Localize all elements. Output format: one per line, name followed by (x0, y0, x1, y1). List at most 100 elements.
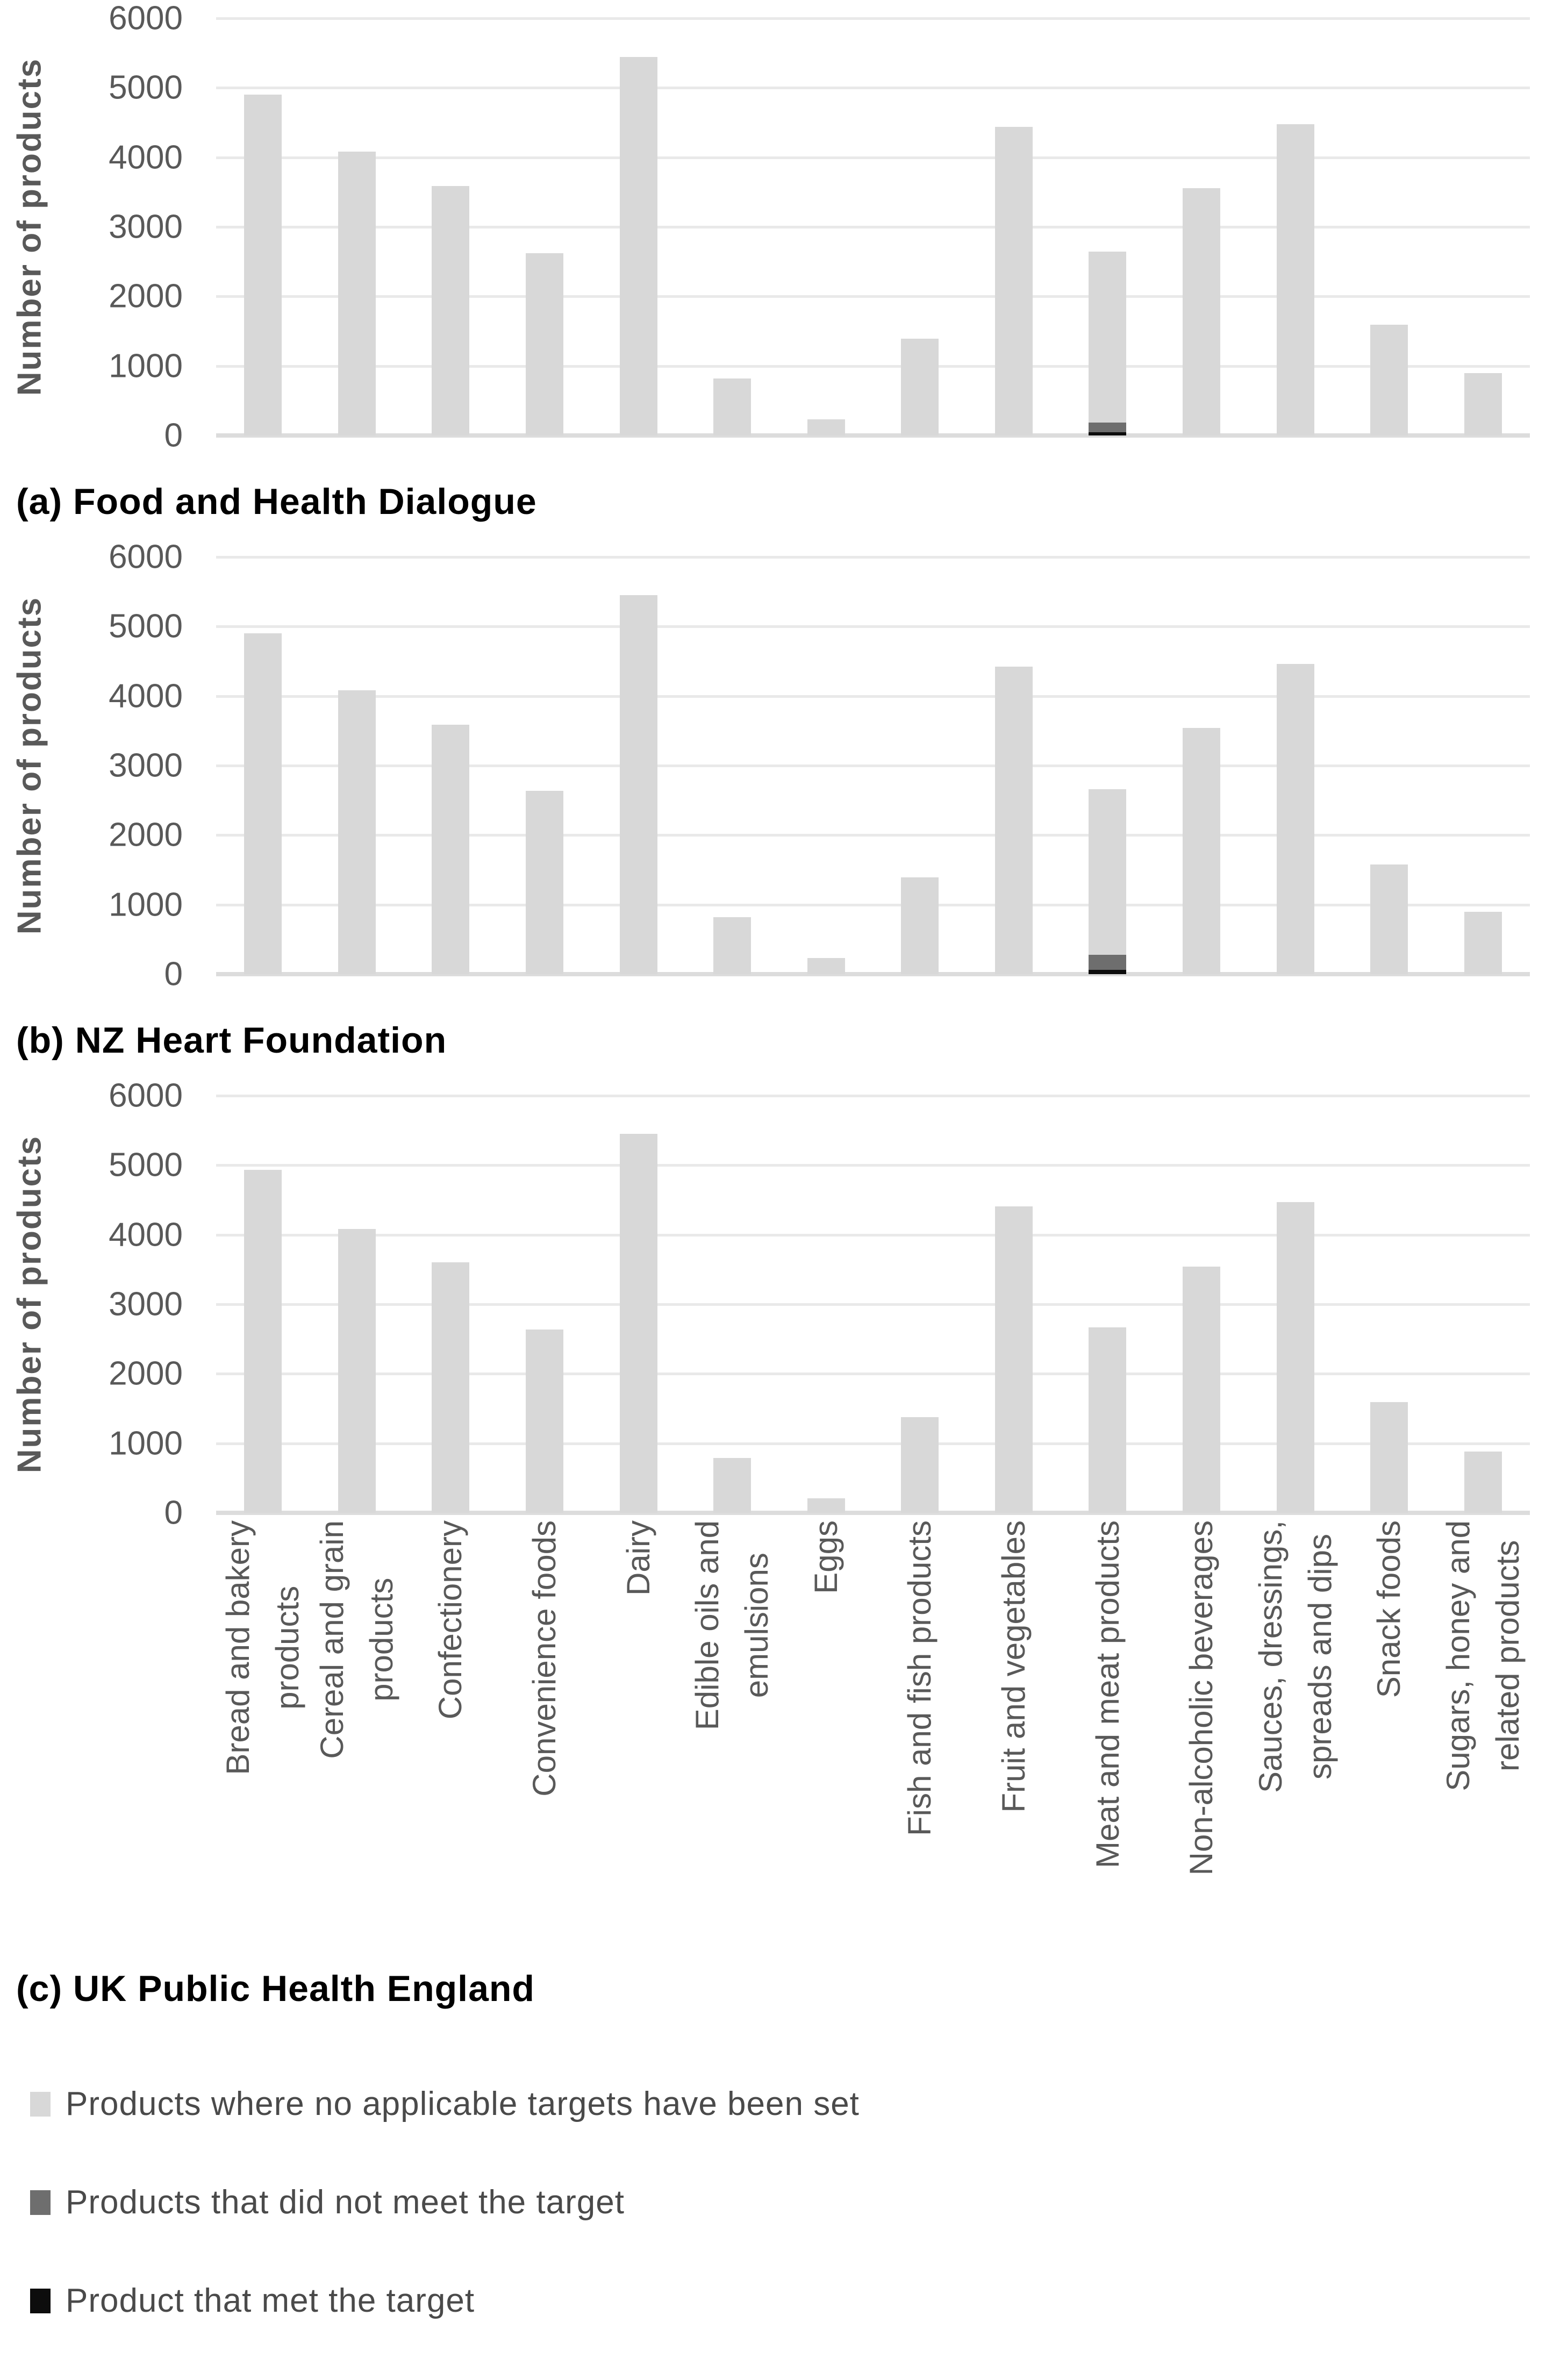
chart-c-y-tick-labels: 6000 5000 4000 3000 2000 1000 0 (59, 1077, 216, 1532)
bar-segment-no-target (1370, 1402, 1408, 1513)
y-tick-label-5000: 5000 (109, 1146, 183, 1184)
y-tick-label-5000: 5000 (109, 607, 183, 645)
bar-sugars-honey-and-related-products (1464, 1452, 1502, 1513)
x-label-sugars-honey-and-related-products: Sugars, honey and related products (1436, 1520, 1530, 1897)
bar-sauces-dressings-spreads-and-dips (1276, 664, 1314, 974)
x-label-fruit-and-vegetables: Fruit and vegetables (967, 1520, 1061, 1897)
y-tick-label-3000: 3000 (109, 208, 183, 246)
bar-cell-fruit-and-vegetables (967, 1096, 1061, 1513)
bar-segment-no-target (1183, 188, 1221, 435)
bar-segment-no-target (807, 958, 845, 974)
x-label-text: Fish and fish products (901, 1520, 938, 1836)
bar-confectionery (432, 186, 470, 435)
bar-dairy (619, 57, 657, 435)
x-label-cell-snack-foods: Snack foods (1342, 1520, 1436, 1903)
gridline (216, 556, 1530, 559)
x-axis-baseline (216, 972, 1530, 976)
gridline (216, 1095, 1530, 1097)
bar-cell-snack-foods (1342, 18, 1436, 435)
bar-eggs (807, 1498, 845, 1513)
x-label-cell-fish-and-fish-products: Fish and fish products (873, 1520, 967, 1903)
x-axis-baseline (216, 1511, 1530, 1515)
y-axis-title: Number of products (11, 1135, 48, 1474)
bar-segment-no-target (807, 1498, 845, 1513)
legend-label: Product that met the target (66, 2282, 475, 2319)
x-label-cell-dairy: Dairy (591, 1520, 685, 1903)
chart-b-plot-area (216, 556, 1530, 976)
legend-item-products-where-no-applicable-targets-hav: Products where no applicable targets hav… (30, 2085, 1560, 2123)
x-label-dairy: Dairy (591, 1520, 686, 1897)
bar-meat-and-meat-products (1089, 789, 1127, 974)
bars-layer (216, 18, 1530, 435)
x-label-cereal-and-grain-products: Cereal and grain products (310, 1520, 404, 1897)
bar-sauces-dressings-spreads-and-dips (1276, 1202, 1314, 1513)
bar-fruit-and-vegetables (994, 667, 1033, 974)
bar-segment-no-target (1183, 728, 1221, 974)
x-label-text: Confectionery (432, 1520, 469, 1720)
bar-sugars-honey-and-related-products (1464, 373, 1502, 435)
bar-cereal-and-grain-products (338, 690, 376, 974)
x-label-text: Meat and meat products (1089, 1520, 1126, 1869)
gridline (216, 1303, 1530, 1306)
bar-snack-foods (1370, 1402, 1408, 1513)
legend-swatch-icon (30, 2190, 51, 2215)
bar-sugars-honey-and-related-products (1464, 912, 1502, 974)
bar-cell-bread-and-bakery-products (216, 1096, 310, 1513)
x-label-text: Sauces, dressings, spreads and dips (1252, 1520, 1338, 1793)
bar-segment-no-target (244, 95, 282, 435)
chart-b-y-tick-labels: 6000 5000 4000 3000 2000 1000 0 (59, 539, 216, 993)
bar-cell-non-alcoholic-beverages (1155, 1096, 1249, 1513)
x-label-snack-foods: Snack foods (1342, 1520, 1436, 1897)
y-tick-label-2000: 2000 (109, 1355, 183, 1392)
legend-label: Products where no applicable targets hav… (66, 2085, 860, 2122)
bar-segment-no-target (619, 57, 657, 435)
bar-segment-met (1089, 432, 1127, 435)
gridline (216, 1442, 1530, 1445)
bar-cell-eggs (779, 557, 873, 974)
bar-snack-foods (1370, 325, 1408, 435)
bar-non-alcoholic-beverages (1183, 1267, 1221, 1513)
bar-bread-and-bakery-products (244, 1170, 282, 1513)
bar-cell-edible-oils-and-emulsions (685, 18, 779, 435)
bar-segment-no-target (1183, 1267, 1221, 1513)
bar-fruit-and-vegetables (994, 127, 1033, 435)
y-tick-label-3000: 3000 (109, 747, 183, 784)
bar-convenience-foods (526, 791, 564, 974)
gridline (216, 156, 1530, 159)
legend: Products where no applicable targets hav… (30, 2085, 1560, 2320)
x-label-meat-and-meat-products: Meat and meat products (1061, 1520, 1155, 1897)
x-label-text: Snack foods (1371, 1520, 1407, 1698)
y-tick-label-2000: 2000 (109, 277, 183, 315)
bar-bread-and-bakery-products (244, 633, 282, 974)
gridline (216, 1233, 1530, 1237)
y-tick-label-0: 0 (164, 1494, 183, 1532)
x-label-text: Convenience foods (526, 1520, 563, 1797)
y-tick-label-6000: 6000 (109, 538, 183, 576)
x-label-cell-confectionery: Confectionery (404, 1520, 498, 1903)
chart-c-section: Number of products 6000 5000 4000 3000 2000 1… (0, 1061, 1560, 2010)
x-label-cell-edible-oils-and-emulsions: Edible oils and emulsions (685, 1520, 779, 1903)
bar-confectionery (432, 1262, 470, 1513)
bar-segment-no-target (526, 253, 564, 435)
bar-cell-cereal-and-grain-products (310, 1096, 404, 1513)
bar-fish-and-fish-products (901, 877, 939, 974)
legend-swatch-icon (30, 2091, 51, 2117)
bar-segment-no-target (994, 667, 1033, 974)
bar-edible-oils-and-emulsions (713, 917, 752, 974)
category-axis-spacer (0, 1520, 216, 1903)
gridline (216, 1373, 1530, 1376)
bar-eggs (807, 958, 845, 974)
bar-cell-sugars-honey-and-related-products (1436, 557, 1530, 974)
bar-sauces-dressings-spreads-and-dips (1276, 124, 1314, 435)
bar-dairy (619, 1134, 657, 1513)
bar-segment-no-target (994, 127, 1033, 435)
bar-segment-not-met (1089, 423, 1127, 432)
gridline (216, 764, 1530, 767)
bar-cell-meat-and-meat-products (1061, 18, 1155, 435)
bar-segment-no-target (338, 1229, 376, 1513)
bar-segment-no-target (432, 186, 470, 435)
bar-cell-fish-and-fish-products (873, 557, 967, 974)
x-label-cell-fruit-and-vegetables: Fruit and vegetables (967, 1520, 1061, 1903)
bar-segment-no-target (338, 690, 376, 974)
bar-cell-cereal-and-grain-products (310, 18, 404, 435)
